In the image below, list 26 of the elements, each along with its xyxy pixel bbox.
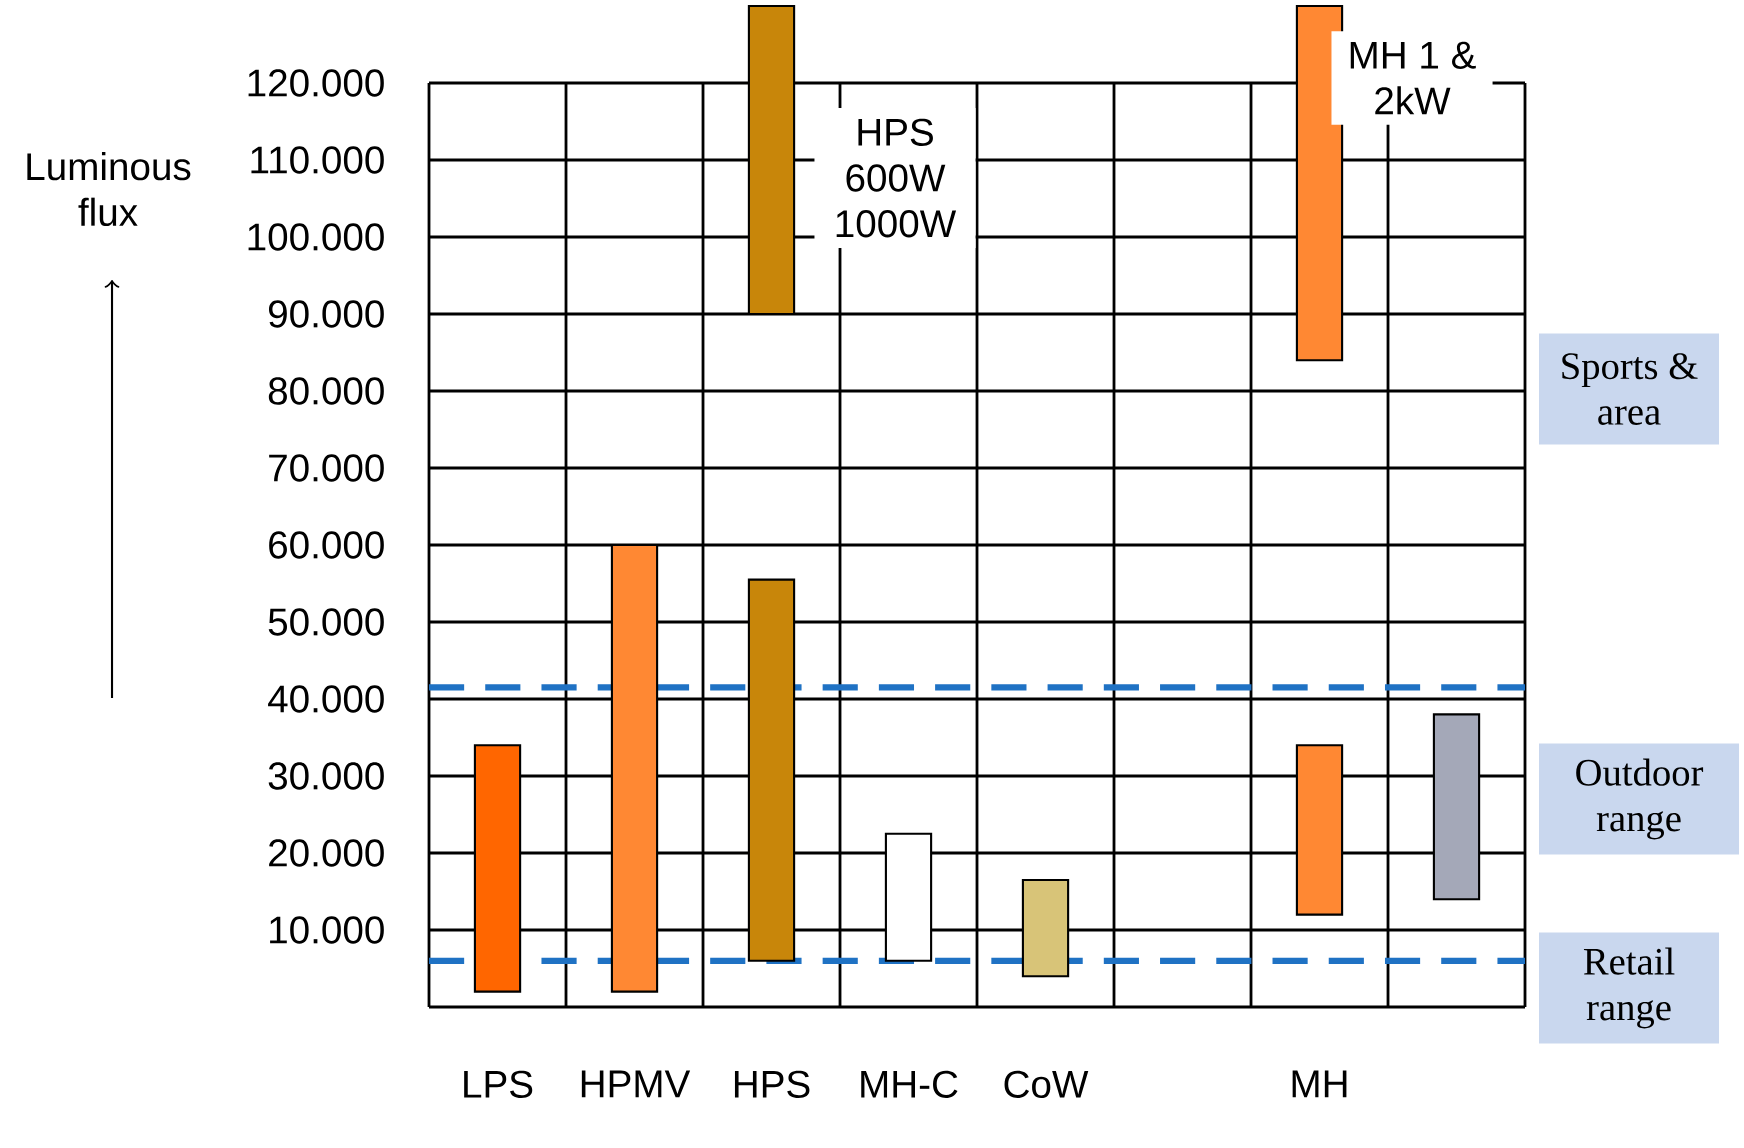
bar (1295, 744, 1344, 916)
text: Retail range (1583, 947, 1675, 1029)
x-tick-label: MH (1292, 1070, 1347, 1098)
y-tick-label: 40.000 (268, 685, 384, 713)
y-tick-label: 120.000 (248, 69, 384, 97)
y-tick-label: 90.000 (268, 300, 384, 328)
x-tick-label: HPMV (581, 1070, 691, 1098)
y-tick-label: 70.000 (269, 454, 384, 482)
annotation: HPS 600W 1000W (836, 118, 957, 238)
y-tick-label: 30.000 (268, 762, 384, 790)
y-tick-label: 10.000 (270, 916, 384, 944)
x-tick-label: HPS (734, 1070, 810, 1098)
y-tick-label: 50.000 (268, 608, 384, 636)
bar (1432, 713, 1481, 901)
y-tick-label: 60.000 (269, 531, 384, 559)
text: Outdoor range (1576, 758, 1704, 840)
y-tick-label: 80.000 (268, 377, 384, 405)
x-tick-label: MH-C (861, 1070, 958, 1098)
x-tick-label: LPS (464, 1070, 533, 1098)
text: Sports & area (1562, 353, 1698, 425)
x-tick-label: CoW (1004, 1070, 1089, 1098)
y-tick-label: 100.000 (248, 223, 384, 251)
annotation: MH 1 & 2kW (1350, 41, 1476, 115)
y-tick-label: 110.000 (251, 146, 384, 174)
y-tick-label: 20.000 (269, 839, 384, 867)
y-axis-title: Luminous flux (27, 151, 191, 227)
